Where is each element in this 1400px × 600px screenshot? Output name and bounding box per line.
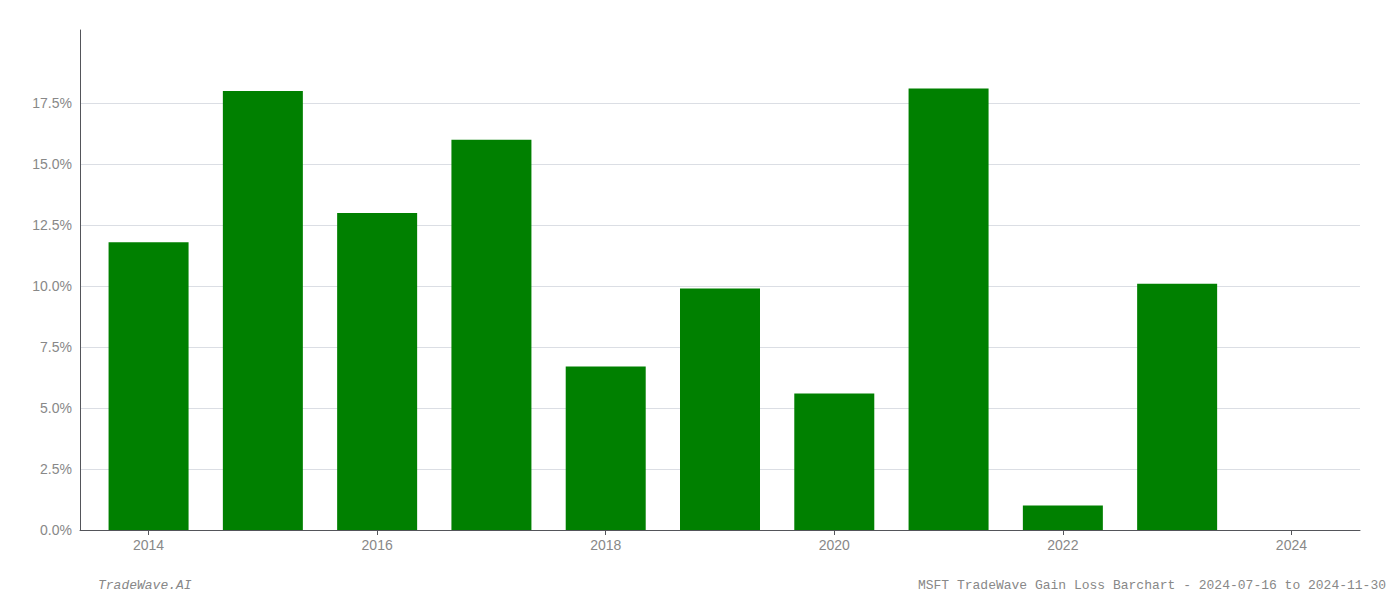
svg-text:2020: 2020 [819,537,850,553]
svg-text:2014: 2014 [133,537,164,553]
svg-text:2.5%: 2.5% [40,461,72,477]
svg-text:2016: 2016 [362,537,393,553]
svg-text:15.0%: 15.0% [32,156,72,172]
svg-text:MSFT TradeWave Gain Loss Barch: MSFT TradeWave Gain Loss Barchart - 2024… [918,578,1386,593]
svg-text:17.5%: 17.5% [32,95,72,111]
svg-text:2022: 2022 [1047,537,1078,553]
svg-text:0.0%: 0.0% [40,522,72,538]
svg-text:7.5%: 7.5% [40,339,72,355]
svg-text:2018: 2018 [590,537,621,553]
svg-text:10.0%: 10.0% [32,278,72,294]
svg-text:2024: 2024 [1276,537,1307,553]
svg-text:TradeWave.AI: TradeWave.AI [98,578,192,593]
svg-text:5.0%: 5.0% [40,400,72,416]
svg-text:12.5%: 12.5% [32,217,72,233]
